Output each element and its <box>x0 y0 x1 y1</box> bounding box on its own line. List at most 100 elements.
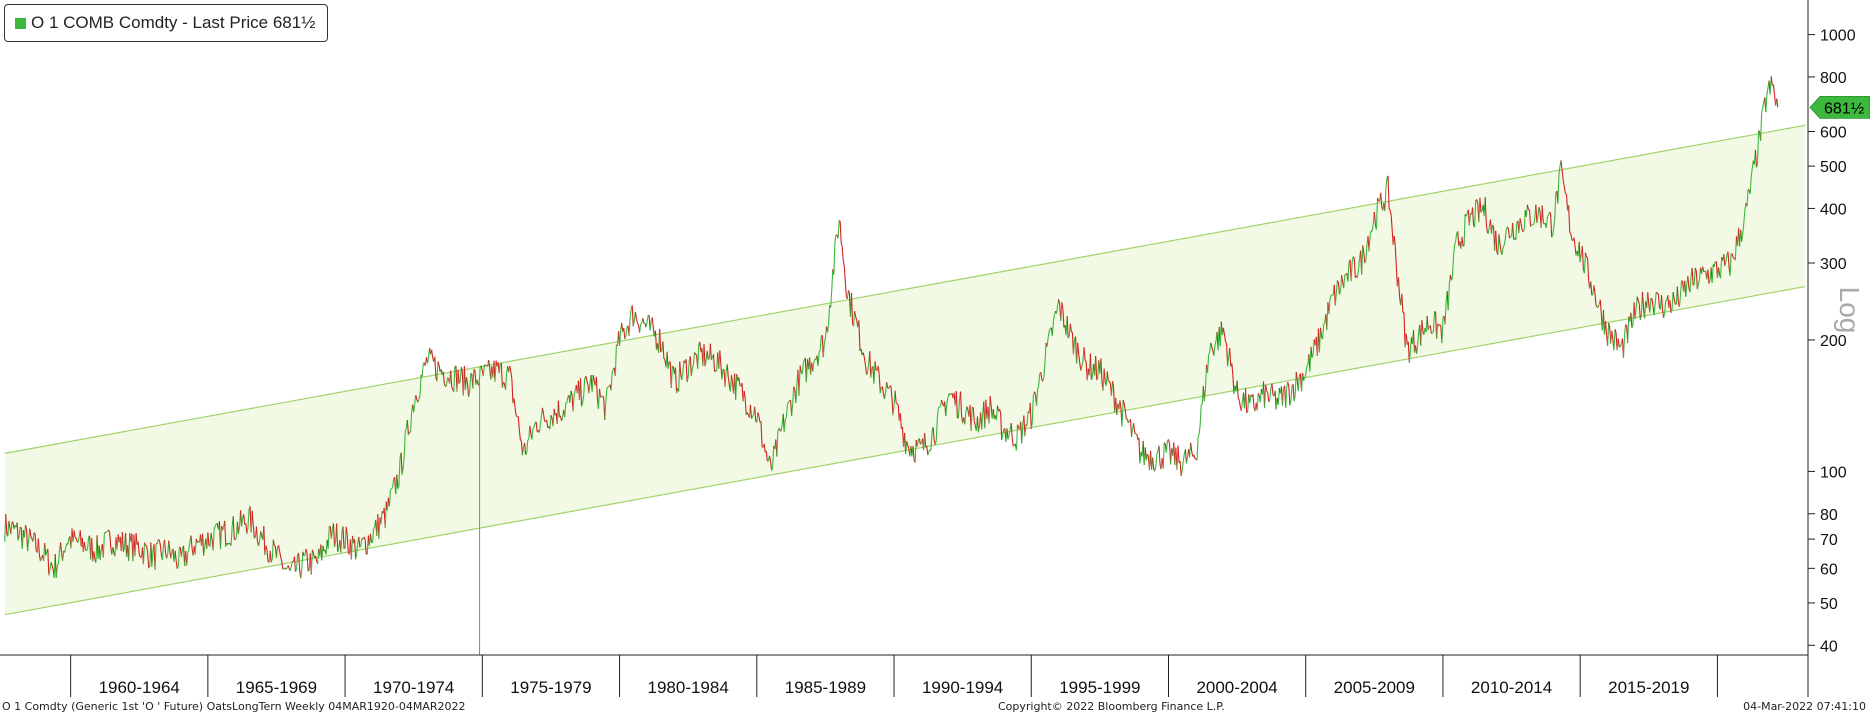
price-segment-1237 <box>1309 346 1312 372</box>
price-segment-988 <box>1046 337 1049 347</box>
price-segment-1580 <box>1671 292 1674 310</box>
price-segment-1119 <box>1184 449 1187 464</box>
price-segment-431 <box>458 381 461 385</box>
price-segment-38 <box>44 542 47 556</box>
channel-upper-line <box>4 124 1806 454</box>
price-segment-1454 <box>1538 207 1541 213</box>
price-segment-1161 <box>1229 348 1232 367</box>
price-segment-66 <box>73 530 76 538</box>
price-segment-336 <box>358 536 361 548</box>
price-segment-1666 <box>1762 101 1765 109</box>
price-segment-951 <box>1007 435 1010 440</box>
price-segment-1565 <box>1655 291 1658 294</box>
price-segment-1629 <box>1723 254 1726 267</box>
price-segment-1301 <box>1376 197 1380 202</box>
price-segment-1059 <box>1121 399 1124 427</box>
price-segment-1655 <box>1750 167 1753 178</box>
price-segment-1399 <box>1480 210 1483 213</box>
price-segment-1635 <box>1729 253 1732 276</box>
price-segment-896 <box>949 393 952 396</box>
price-segment-225 <box>241 517 244 527</box>
price-segment-1676 <box>1772 84 1776 95</box>
price-segment-321 <box>342 526 345 549</box>
price-segment-376 <box>400 452 403 475</box>
price-segment-1312 <box>1388 208 1391 211</box>
price-segment-1321 <box>1397 277 1401 298</box>
price-segment-118 <box>128 533 131 561</box>
price-segment-385 <box>409 412 413 433</box>
price-segment-411 <box>437 361 440 365</box>
y-tick-label-500: 500 <box>1820 159 1847 176</box>
price-segment-1294 <box>1369 230 1372 236</box>
price-segment-653 <box>692 352 696 365</box>
price-segment-1296 <box>1371 223 1374 232</box>
price-segment-722 <box>765 451 768 462</box>
price-segment-1279 <box>1353 258 1356 279</box>
price-segment-1484 <box>1570 233 1573 241</box>
price-segment-1339 <box>1417 331 1420 347</box>
price-segment-537 <box>570 390 573 396</box>
price-segment-1638 <box>1732 257 1735 259</box>
price-segment-99 <box>108 529 111 534</box>
price-segment-254 <box>271 539 274 560</box>
price-segment-622 <box>660 350 663 353</box>
price-segment-969 <box>1026 411 1029 426</box>
price-segment-1049 <box>1110 381 1114 396</box>
price-segment-485 <box>515 415 518 418</box>
price-segment-1669 <box>1765 94 1768 113</box>
price-segment-262 <box>280 556 283 562</box>
price-segment-1360 <box>1439 324 1442 327</box>
price-segment-28 <box>33 532 36 535</box>
price-segment-279 <box>298 553 301 571</box>
price-segment-295 <box>314 555 318 562</box>
price-segment-1548 <box>1637 299 1640 305</box>
price-segment-1114 <box>1179 460 1182 477</box>
price-segment-1094 <box>1158 445 1161 465</box>
price-segment-383 <box>407 431 410 436</box>
price-segment-1098 <box>1162 442 1165 469</box>
price-segment-593 <box>629 309 632 318</box>
price-segment-501 <box>532 426 535 429</box>
y-tick-label-300: 300 <box>1820 256 1847 273</box>
y-tick-label-60: 60 <box>1820 561 1838 578</box>
price-segment-19 <box>23 524 27 538</box>
price-segment-1263 <box>1336 280 1339 284</box>
price-segment-29 <box>34 533 37 551</box>
price-segment-310 <box>330 528 333 539</box>
price-segment-678 <box>719 350 722 366</box>
price-segment-1003 <box>1062 309 1065 328</box>
price-segment-1021 <box>1081 360 1084 367</box>
price-segment-219 <box>234 536 237 541</box>
price-segment-1620 <box>1713 261 1716 267</box>
price-segment-1007 <box>1066 316 1069 339</box>
price-segment-1630 <box>1724 261 1727 267</box>
price-segment-1324 <box>1401 293 1404 313</box>
price-segment-1328 <box>1405 333 1408 345</box>
price-segment-786 <box>833 241 836 275</box>
price-segment-313 <box>333 541 337 548</box>
price-segment-1010 <box>1069 323 1072 332</box>
price-segment-1457 <box>1541 205 1544 223</box>
price-segment-639 <box>678 361 681 392</box>
price-segment-1117 <box>1182 453 1185 462</box>
price-segment-1422 <box>1504 229 1507 240</box>
price-segment-357 <box>380 511 383 525</box>
price-segment-263 <box>281 561 284 570</box>
price-segment-281 <box>300 568 303 579</box>
price-segment-589 <box>625 327 628 336</box>
price-segment-1559 <box>1649 298 1652 313</box>
price-segment-1247 <box>1319 327 1323 337</box>
price-segment-510 <box>541 407 545 415</box>
price-segment-50 <box>56 563 59 567</box>
price-segment-1354 <box>1432 311 1436 332</box>
price-segment-1168 <box>1236 380 1239 398</box>
price-segment-807 <box>855 316 858 321</box>
price-segment-777 <box>823 337 826 344</box>
price-segment-709 <box>752 413 755 418</box>
price-segment-133 <box>143 542 147 546</box>
price-segment-548 <box>582 395 585 404</box>
price-segment-533 <box>566 396 569 404</box>
price-segment-412 <box>438 364 441 373</box>
price-segment-438 <box>465 376 469 385</box>
price-segment-1662 <box>1758 130 1761 133</box>
